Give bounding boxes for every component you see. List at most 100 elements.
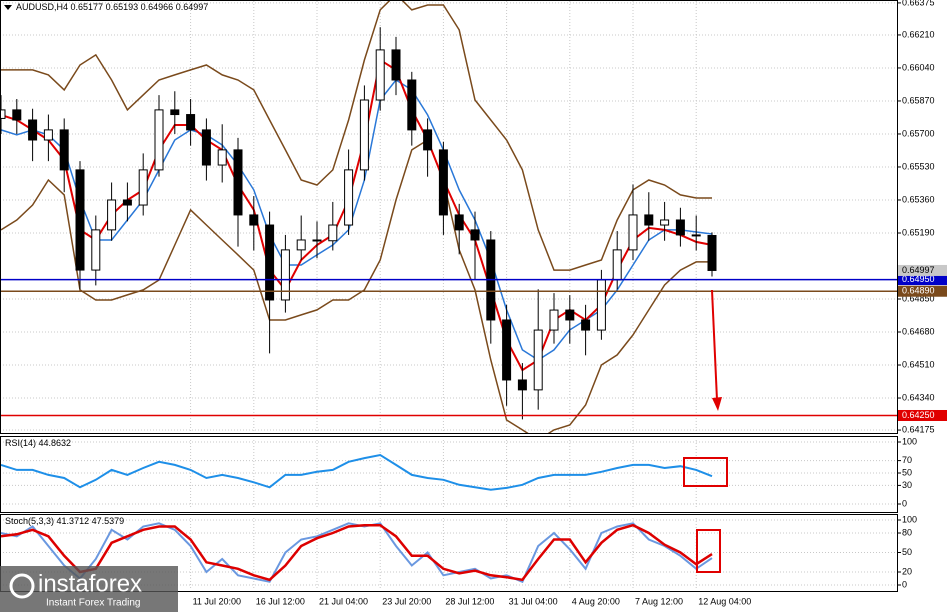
rsi-highlight <box>683 457 728 487</box>
candle-body <box>91 229 101 271</box>
y-tick-label: 100 <box>902 436 917 446</box>
candle-body <box>59 129 69 171</box>
x-tick-label: 21 Jul 04:00 <box>319 596 368 606</box>
arrow-shaft <box>711 289 718 401</box>
x-tick-label: 7 Aug 12:00 <box>635 596 683 606</box>
y-tick-label: 50 <box>902 467 912 477</box>
high: 0.65193 <box>106 2 139 12</box>
y-tick-label: 0.65870 <box>902 95 935 105</box>
x-tick-label: 4 Aug 20:00 <box>572 596 620 606</box>
candle-body <box>375 49 385 101</box>
x-tick-label: 11 Jul 20:00 <box>193 596 241 606</box>
indicator-line <box>0 453 713 491</box>
candle-body <box>107 199 117 231</box>
y-tick-label: 0.65700 <box>902 128 935 138</box>
candle-body <box>660 219 670 226</box>
candle-body <box>533 329 543 391</box>
y-tick-label: 0.64175 <box>902 424 935 434</box>
candle-body <box>75 169 85 271</box>
y-tick-label: 100 <box>902 514 917 524</box>
candle-body <box>312 239 322 242</box>
stoch-plot <box>0 519 898 586</box>
rsi-header: RSI(14) 44.8632 <box>5 438 71 448</box>
candle-body <box>707 235 717 271</box>
candle-body <box>454 214 464 231</box>
stoch-d-last: 47.5379 <box>92 516 125 526</box>
level-label: 0.64950 <box>902 274 935 284</box>
x-tick-label: 16 Jul 12:00 <box>256 596 305 606</box>
y-tick-label: 0 <box>902 579 907 589</box>
level-label-box <box>898 409 947 421</box>
watermark-box <box>0 566 178 612</box>
candle-body <box>154 109 164 171</box>
candle-body <box>470 229 480 241</box>
y-tick-label: 20 <box>902 566 912 576</box>
candle-body <box>517 379 527 391</box>
stoch-k-last: 41.3712 <box>57 516 90 526</box>
watermark-logo <box>9 573 35 599</box>
menu-triangle <box>4 5 12 10</box>
price-plot <box>0 0 898 433</box>
overlay-line <box>0 138 712 433</box>
y-tick-label: 0 <box>902 498 907 508</box>
candle-body <box>43 129 53 141</box>
close: 0.64997 <box>176 2 209 12</box>
stoch-title: Stoch(5,3,3) <box>5 516 54 526</box>
y-tick-label: 0.64510 <box>902 359 935 369</box>
candle-body <box>186 114 196 131</box>
x-tick-label: 23 Jul 20:00 <box>382 596 431 606</box>
candle-body <box>549 309 559 331</box>
candle-body <box>249 214 259 226</box>
stoch-frame <box>0 514 898 592</box>
level-label-box <box>898 285 947 297</box>
price-frame <box>0 0 898 434</box>
current-price-box <box>898 264 947 276</box>
candle-body <box>691 234 701 237</box>
x-tick-label: 31 Jul 04:00 <box>509 596 558 606</box>
x-tick-label: 28 Jul 12:00 <box>445 596 494 606</box>
watermark-tagline: Instant Forex Trading <box>46 598 141 609</box>
candle-body <box>438 149 448 216</box>
y-tick-label: 0.66040 <box>902 62 935 72</box>
candle-body <box>280 249 290 301</box>
low: 0.64966 <box>141 2 174 12</box>
symbol: AUDUSD,H4 <box>16 2 68 12</box>
y-tick-label: 0.65360 <box>902 194 935 204</box>
candle-body <box>296 239 306 251</box>
chart-header: AUDUSD,H4 0.65177 0.65193 0.64966 0.6499… <box>16 2 208 12</box>
candle-body <box>644 214 654 226</box>
y-tick-label: 0.64850 <box>902 293 935 303</box>
current-price-label: 0.64997 <box>902 265 935 275</box>
candle-body <box>423 129 433 151</box>
y-tick-label: 0.66210 <box>902 29 935 39</box>
candle-body <box>391 49 401 81</box>
rsi-last: 44.8632 <box>39 438 72 448</box>
y-tick-label: 0.65530 <box>902 161 935 171</box>
rsi-plot <box>0 441 898 505</box>
rsi-frame <box>0 436 898 513</box>
y-tick-label: 0.64340 <box>902 392 935 402</box>
candle-body <box>201 129 211 166</box>
candle-body <box>233 149 243 216</box>
x-tick-label: 12 Aug 04:00 <box>698 596 751 606</box>
candle-body <box>122 199 132 206</box>
y-tick-label: 0.64680 <box>902 326 935 336</box>
open: 0.65177 <box>71 2 104 12</box>
y-tick-label: 80 <box>902 527 912 537</box>
stoch-highlight <box>696 529 721 573</box>
rsi-title: RSI(14) <box>5 438 36 448</box>
level-label: 0.64250 <box>902 410 935 420</box>
level-label: 0.64890 <box>902 286 935 296</box>
indicator-line <box>0 523 713 582</box>
candle-body <box>675 219 685 236</box>
candle-body <box>628 214 638 251</box>
candle-body <box>328 224 338 242</box>
candle-body <box>138 169 148 206</box>
y-tick-label: 0.66375 <box>902 0 935 7</box>
overlay-line <box>0 79 713 361</box>
stoch-header: Stoch(5,3,3) 41.3712 47.5379 <box>5 516 124 526</box>
watermark-brand: instaforex <box>38 570 142 597</box>
candle-body <box>502 319 512 381</box>
